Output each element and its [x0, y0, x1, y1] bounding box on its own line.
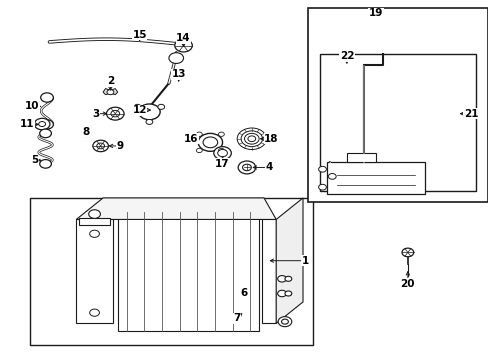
- Circle shape: [401, 248, 413, 257]
- Circle shape: [41, 120, 53, 129]
- Circle shape: [244, 134, 259, 144]
- Text: 12: 12: [132, 105, 146, 115]
- Text: 20: 20: [400, 279, 414, 289]
- Bar: [118, 212, 259, 330]
- Circle shape: [196, 148, 202, 153]
- Text: 16: 16: [183, 134, 198, 144]
- Text: 22: 22: [339, 51, 353, 61]
- Circle shape: [218, 148, 224, 153]
- Circle shape: [285, 276, 291, 281]
- Bar: [76, 220, 113, 323]
- Circle shape: [40, 159, 51, 168]
- Circle shape: [203, 137, 217, 148]
- Text: 21: 21: [463, 109, 478, 119]
- Circle shape: [89, 230, 99, 237]
- Circle shape: [168, 53, 183, 63]
- Circle shape: [174, 39, 192, 52]
- Circle shape: [277, 290, 286, 297]
- Circle shape: [217, 149, 227, 157]
- Circle shape: [41, 93, 53, 102]
- Circle shape: [247, 136, 255, 141]
- Text: 18: 18: [264, 134, 278, 144]
- Polygon shape: [103, 89, 118, 95]
- Circle shape: [277, 275, 286, 282]
- Text: 3: 3: [92, 109, 99, 119]
- Text: 8: 8: [82, 127, 89, 136]
- Text: 17: 17: [215, 159, 229, 169]
- Circle shape: [198, 134, 222, 151]
- Circle shape: [196, 132, 202, 136]
- Polygon shape: [76, 198, 276, 220]
- Text: 9: 9: [116, 141, 123, 151]
- Circle shape: [318, 184, 326, 190]
- Circle shape: [88, 210, 100, 219]
- Text: 1: 1: [301, 256, 308, 266]
- Text: 11: 11: [20, 120, 35, 129]
- Text: 2: 2: [106, 76, 114, 86]
- Circle shape: [134, 104, 141, 109]
- Polygon shape: [276, 198, 303, 323]
- Circle shape: [285, 291, 291, 296]
- Circle shape: [241, 131, 262, 147]
- Text: 14: 14: [176, 33, 190, 43]
- Text: 7: 7: [233, 313, 241, 323]
- Circle shape: [106, 107, 124, 120]
- Circle shape: [93, 140, 108, 152]
- Text: 15: 15: [132, 30, 146, 40]
- Bar: [346, 153, 375, 162]
- Circle shape: [281, 319, 288, 324]
- Circle shape: [158, 104, 164, 109]
- Circle shape: [139, 104, 160, 120]
- Circle shape: [278, 317, 291, 327]
- Bar: [30, 198, 312, 345]
- Circle shape: [97, 143, 104, 149]
- Bar: [307, 8, 488, 202]
- Bar: [261, 220, 276, 323]
- Bar: [320, 54, 475, 191]
- Text: 13: 13: [171, 69, 185, 79]
- Circle shape: [213, 147, 231, 159]
- Circle shape: [328, 174, 335, 179]
- Circle shape: [34, 118, 50, 130]
- Text: 10: 10: [25, 102, 40, 112]
- Circle shape: [238, 161, 255, 174]
- Bar: [327, 162, 424, 194]
- Bar: [79, 218, 110, 225]
- Text: 5: 5: [31, 155, 39, 165]
- Text: 6: 6: [241, 288, 247, 298]
- Circle shape: [89, 309, 99, 316]
- Circle shape: [218, 132, 224, 136]
- Text: 19: 19: [368, 8, 383, 18]
- Circle shape: [39, 122, 45, 127]
- Circle shape: [40, 129, 51, 138]
- Circle shape: [318, 166, 326, 172]
- Text: 4: 4: [264, 162, 272, 172]
- Circle shape: [242, 164, 251, 171]
- Circle shape: [107, 90, 114, 95]
- Circle shape: [237, 128, 266, 149]
- Circle shape: [111, 111, 120, 117]
- Circle shape: [146, 120, 153, 125]
